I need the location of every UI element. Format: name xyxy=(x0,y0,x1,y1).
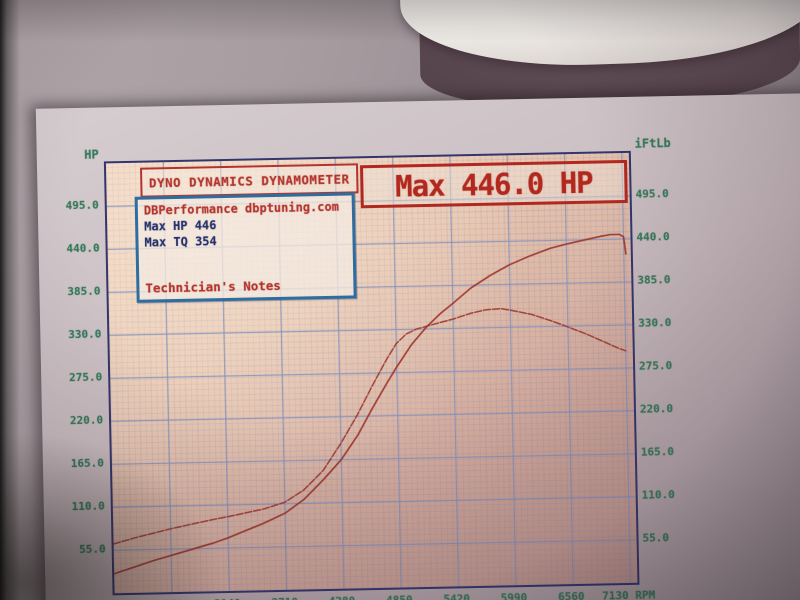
max-hp-banner: Max 446.0 HP xyxy=(359,159,628,209)
y-axis-tick-label-left: 330.0 xyxy=(68,327,102,342)
max-hp-banner-text: Max 446.0 HP xyxy=(394,165,593,204)
y-axis-tick-label-left: 110.0 xyxy=(71,499,105,514)
x-axis-tick-label: 4850 xyxy=(386,593,413,600)
y-gridline xyxy=(112,496,636,508)
x-axis-tick-label: 5420 xyxy=(443,592,471,600)
y-axis-tick-label-left: 495.0 xyxy=(65,198,99,213)
technician-notes-label: Technician's Notes xyxy=(145,277,282,296)
info-box: DBPerformance dbptuning.com Max HP 446 M… xyxy=(134,192,357,303)
max-tq-line: Max TQ 354 xyxy=(144,234,217,250)
y-axis-unit-left: HP xyxy=(84,147,99,162)
y-gridline xyxy=(110,367,634,379)
x-axis-tick-label: 3710 xyxy=(271,596,298,600)
y-axis-tick-label-right: 55.0 xyxy=(642,531,670,545)
y-axis-tick-label-right: 330.0 xyxy=(638,316,672,330)
dyno-title: DYNO DYNAMICS DYNAMOMETER xyxy=(148,170,350,191)
x-axis-tick-label: 7130 RPM xyxy=(602,588,656,600)
axis-tick-labels: 55.0 55.0 110.0 110.0 165.0 165.0 220.0 220.0 27… xyxy=(36,93,800,600)
y-axis-tick-label-right: 165.0 xyxy=(640,445,675,459)
curve-torque xyxy=(112,307,627,545)
x-axis-tick-label: 6560 xyxy=(557,589,585,600)
y-gridline xyxy=(111,453,635,465)
dyno-printout-paper: HP iFtLb 55.0 55.0 110.0 110.0 165.0 165.0 220… xyxy=(35,92,800,600)
y-gridline xyxy=(109,324,633,336)
y-gridline xyxy=(111,410,634,422)
y-axis-tick-label-right: 385.0 xyxy=(637,273,671,287)
y-axis-tick-label-right: 110.0 xyxy=(641,488,675,502)
y-axis-tick-label-right: 220.0 xyxy=(639,402,674,416)
y-axis-tick-label-right: 440.0 xyxy=(636,230,670,244)
y-axis-tick-label-left: 275.0 xyxy=(68,370,103,385)
y-axis-tick-label-right: 275.0 xyxy=(638,359,673,373)
y-axis-tick-label-left: 55.0 xyxy=(79,542,106,556)
y-axis-tick-label-left: 220.0 xyxy=(69,413,104,428)
y-axis-tick-label-left: 165.0 xyxy=(70,456,105,471)
y-axis-tick-label-left: 440.0 xyxy=(66,241,100,256)
y-axis-tick-label-right: 495.0 xyxy=(635,187,669,201)
x-axis-tick-label: 5990 xyxy=(500,591,528,600)
x-axis-tick-label: 4280 xyxy=(329,594,356,600)
y-axis-unit-right: iFtLb xyxy=(634,136,671,151)
y-axis-tick-label-left: 385.0 xyxy=(67,284,101,299)
